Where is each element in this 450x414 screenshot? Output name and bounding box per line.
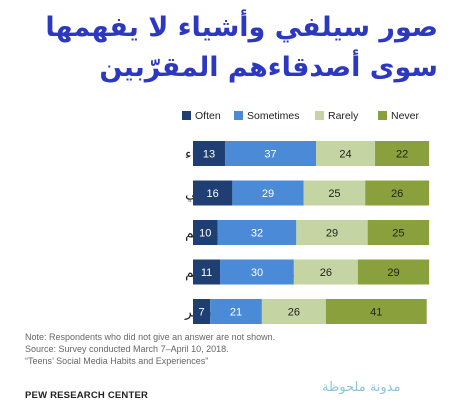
footer-report: “Teens’ Social Media Habits and Experien…	[25, 356, 209, 366]
legend-sometimes-label: Sometimes	[247, 110, 300, 122]
data-label: 7	[199, 307, 205, 319]
legend-never: Never	[378, 110, 419, 122]
bar-rarely	[303, 180, 366, 206]
org-name: PEW RESEARCH CENTER	[25, 390, 149, 401]
bar-sometimes	[210, 299, 262, 324]
bar-rarely	[261, 299, 326, 324]
bar-sometimes	[232, 180, 304, 206]
bar-sometimes	[224, 141, 316, 166]
bar-never	[365, 180, 430, 206]
data-label: 26	[391, 188, 403, 200]
legend-rarely-label: Rarely	[328, 110, 359, 122]
footer-note: Note: Respondents who did not give an an…	[25, 332, 276, 342]
data-label: 26	[320, 267, 332, 279]
data-label: 25	[328, 188, 340, 200]
bar-never	[375, 141, 430, 166]
bar-often	[193, 180, 233, 206]
bar-sometimes	[220, 259, 294, 285]
title-line-2: سوى أصدقاءهم المقرّبين	[99, 52, 438, 83]
bar-rarely	[296, 220, 368, 245]
data-label: 26	[288, 307, 300, 319]
legend-rarely: Rarely	[315, 110, 358, 122]
legend-often-swatch	[182, 111, 191, 120]
data-label: 32	[251, 228, 263, 240]
data-label: 25	[392, 228, 404, 240]
title-line-1: صور سيلفي وأشياء لا يفهمها	[45, 12, 438, 43]
bar-often	[193, 259, 221, 285]
legend-rarely-swatch	[315, 111, 324, 120]
footer-source: Source: Survey conducted March 7–April 1…	[25, 344, 229, 354]
legend-often-label: Often	[195, 110, 221, 122]
data-label: 29	[262, 188, 274, 200]
bar-rarely	[316, 141, 376, 166]
chart-title: صور سيلفي وأشياء لا يفهمها سوى أصدقاءهم …	[18, 8, 438, 88]
legend-often: Often	[182, 110, 221, 122]
bar-often	[193, 299, 211, 324]
bar-rarely	[293, 259, 358, 285]
data-label: 29	[387, 267, 399, 279]
data-label: 21	[230, 307, 242, 319]
bar-never	[357, 259, 430, 285]
legend-sometimes: Sometimes	[234, 110, 300, 122]
bar-never	[325, 299, 427, 324]
bar-sometimes	[217, 220, 297, 245]
bar-often	[193, 220, 218, 245]
data-label: 30	[251, 267, 263, 279]
data-label: 37	[264, 149, 276, 161]
data-label: 16	[207, 188, 219, 200]
data-label: 24	[339, 149, 351, 161]
legend-never-swatch	[378, 111, 387, 120]
bar-never	[367, 220, 430, 245]
chart-footer: Note: Respondents who did not give an an…	[25, 331, 325, 367]
watermark: مدونة ملحوظة	[322, 380, 401, 395]
data-label: 29	[326, 228, 338, 240]
data-label: 13	[203, 149, 215, 161]
data-label: 10	[199, 228, 211, 240]
legend-sometimes-swatch	[234, 111, 243, 120]
stacked-bar-chart: أشياء لا يفهمها إلا الأصدقاء13372422سيلف…	[184, 141, 430, 324]
legend-never-label: Never	[391, 110, 420, 122]
data-label: 41	[370, 307, 382, 319]
bar-often	[193, 141, 225, 166]
data-label: 11	[201, 267, 212, 279]
data-label: 22	[396, 149, 408, 161]
